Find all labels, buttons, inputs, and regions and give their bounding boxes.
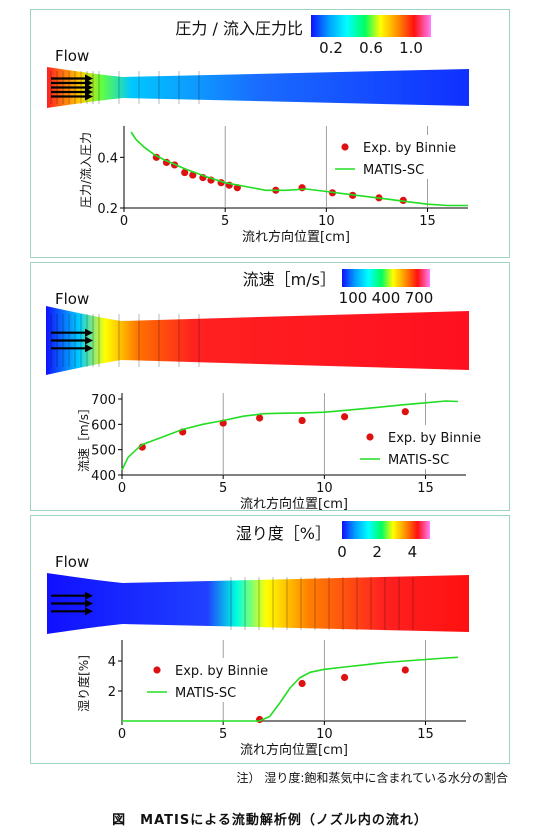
x-tick-label: 0 — [120, 214, 128, 229]
series-line-matis — [121, 400, 458, 471]
colorbar-tick-label: 1.0 — [399, 39, 423, 57]
flow-label: Flow — [55, 290, 89, 308]
x-tick-label: 10 — [316, 481, 333, 496]
nozzle-contour — [47, 573, 469, 634]
data-point-exp — [340, 413, 349, 421]
x-tick-label: 10 — [316, 727, 333, 742]
figure-caption: 図 MATISによる流動解析例（ノズル内の流れ） — [112, 813, 428, 828]
wetness-figure: 湿り度［%］ 0 2 4 Flow 0 5 10 15 2 4 流れ方向位置[cm] 湿り度[%] Exp… — [47, 521, 469, 758]
flow-arrow-head — [85, 336, 93, 345]
legend-label: Exp. by Binnie — [363, 141, 456, 156]
colorbar-tick-label: 400 — [372, 289, 401, 307]
colorbar-tick-label: 0 — [337, 543, 347, 561]
line-plot: 0 5 10 15 400 500 600 700 流れ方向位置[cm] 流速［m/s］ — [77, 393, 466, 512]
data-point-exp — [181, 168, 189, 177]
x-tick-label: 15 — [417, 727, 434, 742]
x-tick-label: 0 — [118, 727, 126, 742]
y-axis-label: 流速［m/s］ — [77, 402, 91, 472]
nozzle-contour — [47, 67, 469, 108]
data-point-exp — [340, 673, 349, 682]
nozzle-field — [47, 573, 469, 634]
flow-arrow-head — [85, 92, 93, 101]
data-point-exp — [298, 184, 306, 192]
legend-box — [356, 425, 474, 469]
y-axis-label: 湿り度[%] — [76, 655, 91, 712]
legend: Exp. by Binnie MATIS-SC — [143, 658, 268, 702]
colorbar-tick-label: 0.6 — [359, 39, 383, 57]
colorbar-title: 圧力 / 流入圧力比 — [175, 19, 303, 38]
colorbar — [342, 521, 430, 539]
flow-label: Flow — [55, 553, 89, 571]
x-tick-label: 5 — [219, 727, 227, 742]
y-tick-label: 4 — [108, 655, 116, 670]
legend-label: MATIS-SC — [388, 453, 449, 468]
flow-label: Flow — [55, 47, 89, 65]
x-tick-label: 5 — [219, 481, 227, 496]
legend: Exp. by Binnie MATIS-SC — [331, 135, 456, 179]
x-tick-label: 10 — [318, 214, 335, 229]
colorbar — [311, 15, 431, 37]
colorbar-title: 流速［m/s］ — [243, 270, 336, 289]
data-point-exp — [401, 408, 409, 416]
legend-marker-exp — [341, 143, 349, 151]
x-axis-label: 流れ方向位置[cm] — [240, 496, 348, 512]
flow-arrow-head — [85, 599, 93, 608]
pressure-figure: 圧力 / 流入圧力比 0.2 0.6 1.0 Flow 0 5 10 15 0.2 0.4 流れ方向位… — [47, 15, 469, 245]
legend-label: Exp. by Binnie — [175, 664, 268, 679]
x-tick-label: 15 — [419, 214, 436, 229]
wetness-note: 注） 湿り度:飽和蒸気中に含まれている水分の割合 — [236, 771, 509, 785]
legend-marker-exp — [366, 433, 374, 441]
colorbar-tick-label: 700 — [405, 289, 434, 307]
colorbar — [342, 269, 430, 287]
x-tick-label: 5 — [221, 214, 229, 229]
colorbar-tick-label: 0.2 — [319, 39, 343, 57]
line-plot: 0 5 10 15 0.2 0.4 流れ方向位置[cm] 圧力/流入圧力 — [79, 126, 468, 245]
nozzle-contour — [46, 306, 469, 375]
wetness-panel: 湿り度［%］ 0 2 4 Flow 0 5 10 15 2 4 流れ方向位置[cm] 湿り度[%] Exp… — [30, 515, 510, 764]
x-axis-label: 流れ方向位置[cm] — [242, 229, 350, 245]
velocity-panel: 流速［m/s］ 100 400 700 Flow 0 5 10 15 400 500 600 700 流れ… — [30, 262, 510, 512]
flow-arrow-head — [85, 344, 93, 353]
colorbar-tick-label: 100 — [339, 289, 368, 307]
data-point-exp — [298, 416, 306, 425]
y-axis-label: 圧力/流入圧力 — [79, 132, 93, 208]
legend: Exp. by Binnie MATIS-SC — [356, 425, 481, 469]
colorbar-tick-label: 4 — [408, 543, 418, 561]
flow-arrow-head — [85, 328, 93, 337]
legend-label: MATIS-SC — [363, 163, 424, 178]
legend-label: Exp. by Binnie — [388, 431, 481, 446]
y-tick-label: 500 — [91, 444, 116, 459]
line-plot: 0 5 10 15 2 4 流れ方向位置[cm] 湿り度[%] — [76, 640, 466, 758]
y-tick-label: 2 — [108, 685, 116, 700]
y-tick-label: 0.4 — [97, 151, 118, 166]
colorbar-tick-label: 2 — [372, 543, 382, 561]
x-tick-label: 0 — [118, 481, 126, 496]
series-line-matis — [122, 656, 458, 722]
y-tick-label: 700 — [91, 393, 116, 408]
flow-arrow-head — [85, 607, 93, 616]
nozzle-field — [47, 67, 469, 108]
legend-marker-exp — [153, 666, 161, 674]
series-line-matis — [130, 131, 468, 207]
y-tick-label: 600 — [91, 418, 116, 433]
legend-box — [143, 658, 261, 702]
legend-box — [331, 135, 449, 179]
pressure-panel: 圧力 / 流入圧力比 0.2 0.6 1.0 Flow 0 5 10 15 0.2 0.4 流れ方向位… — [30, 9, 510, 258]
data-point-exp — [401, 666, 409, 674]
x-axis-label: 流れ方向位置[cm] — [240, 742, 348, 758]
nozzle-field — [46, 306, 469, 375]
colorbar-title: 湿り度［%］ — [236, 524, 331, 543]
x-tick-label: 15 — [417, 481, 434, 496]
data-point-exp — [256, 414, 264, 422]
flow-arrow-head — [85, 591, 93, 600]
y-tick-label: 400 — [91, 469, 116, 484]
y-tick-label: 0.2 — [97, 202, 118, 217]
legend-label: MATIS-SC — [175, 686, 236, 701]
data-point-exp — [298, 679, 306, 688]
